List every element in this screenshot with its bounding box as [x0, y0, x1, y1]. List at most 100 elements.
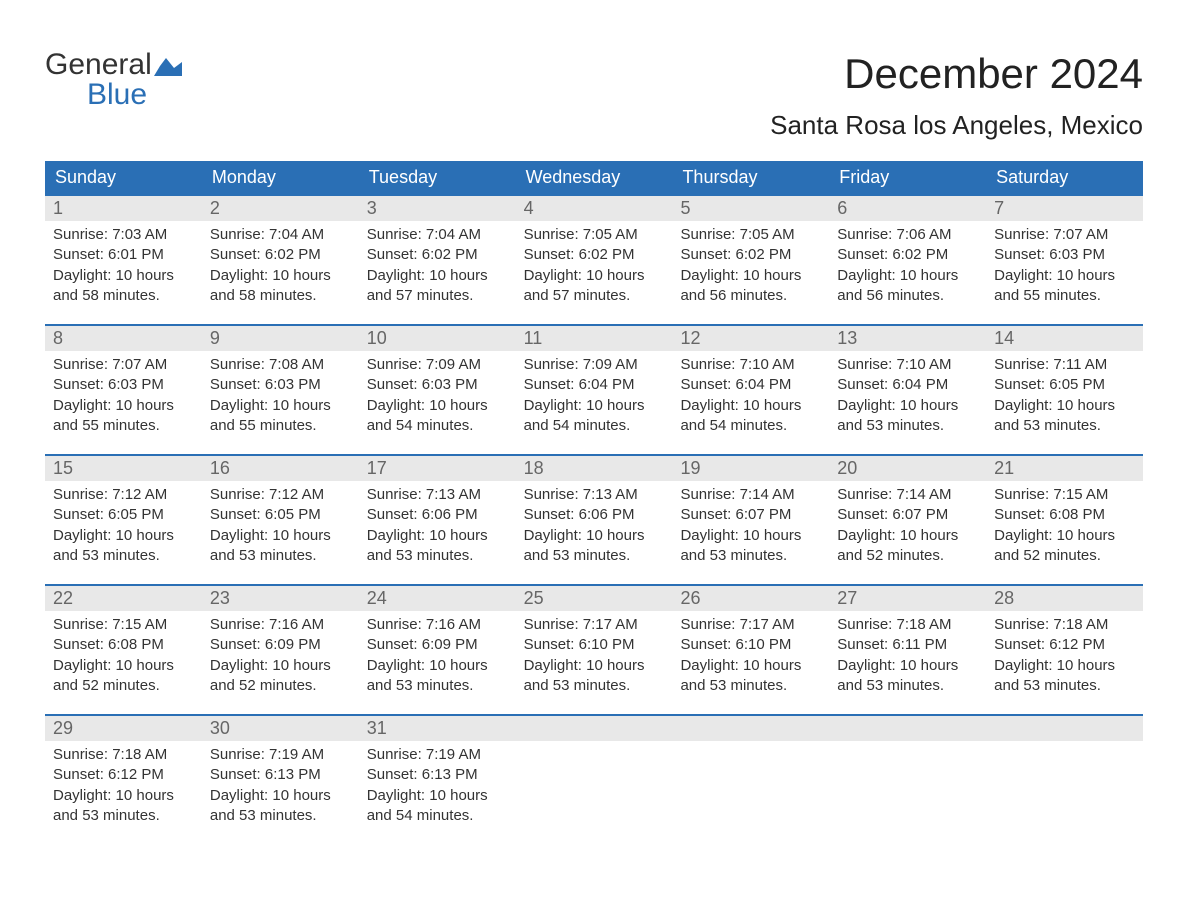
sunrise-text: Sunrise: 7:17 AM	[680, 615, 821, 635]
day-header: Friday	[829, 161, 986, 194]
sunrise-text: Sunrise: 7:10 AM	[680, 355, 821, 375]
day-number: 17	[359, 456, 516, 481]
sunrise-text: Sunrise: 7:08 AM	[210, 355, 351, 375]
daylight-line1: Daylight: 10 hours	[837, 526, 978, 546]
day-cell: 19Sunrise: 7:14 AMSunset: 6:07 PMDayligh…	[672, 456, 829, 584]
daylight-line2: and 53 minutes.	[210, 546, 351, 566]
day-cell: 22Sunrise: 7:15 AMSunset: 6:08 PMDayligh…	[45, 586, 202, 714]
daylight-line1: Daylight: 10 hours	[837, 266, 978, 286]
daylight-line1: Daylight: 10 hours	[524, 396, 665, 416]
day-number: 9	[202, 326, 359, 351]
day-content: Sunrise: 7:11 AMSunset: 6:05 PMDaylight:…	[986, 351, 1143, 446]
day-cell: 7Sunrise: 7:07 AMSunset: 6:03 PMDaylight…	[986, 196, 1143, 324]
day-cell: 13Sunrise: 7:10 AMSunset: 6:04 PMDayligh…	[829, 326, 986, 454]
day-number: 15	[45, 456, 202, 481]
calendar: SundayMondayTuesdayWednesdayThursdayFrid…	[45, 161, 1143, 844]
day-number	[829, 716, 986, 741]
daylight-line1: Daylight: 10 hours	[994, 526, 1135, 546]
daylight-line2: and 54 minutes.	[367, 806, 508, 826]
day-content: Sunrise: 7:18 AMSunset: 6:12 PMDaylight:…	[45, 741, 202, 836]
day-content: Sunrise: 7:16 AMSunset: 6:09 PMDaylight:…	[202, 611, 359, 706]
day-header: Sunday	[45, 161, 202, 194]
day-number: 14	[986, 326, 1143, 351]
day-cell: 18Sunrise: 7:13 AMSunset: 6:06 PMDayligh…	[516, 456, 673, 584]
week-row: 1Sunrise: 7:03 AMSunset: 6:01 PMDaylight…	[45, 194, 1143, 324]
header: General Blue December 2024 Santa Rosa lo…	[45, 50, 1143, 141]
daylight-line2: and 53 minutes.	[680, 676, 821, 696]
day-cell: 15Sunrise: 7:12 AMSunset: 6:05 PMDayligh…	[45, 456, 202, 584]
day-content: Sunrise: 7:10 AMSunset: 6:04 PMDaylight:…	[672, 351, 829, 446]
sunrise-text: Sunrise: 7:07 AM	[994, 225, 1135, 245]
sunset-text: Sunset: 6:02 PM	[210, 245, 351, 265]
day-cell: 9Sunrise: 7:08 AMSunset: 6:03 PMDaylight…	[202, 326, 359, 454]
week-row: 29Sunrise: 7:18 AMSunset: 6:12 PMDayligh…	[45, 714, 1143, 844]
sunrise-text: Sunrise: 7:04 AM	[210, 225, 351, 245]
daylight-line2: and 53 minutes.	[53, 546, 194, 566]
day-number: 5	[672, 196, 829, 221]
daylight-line2: and 54 minutes.	[367, 416, 508, 436]
day-cell: 14Sunrise: 7:11 AMSunset: 6:05 PMDayligh…	[986, 326, 1143, 454]
daylight-line2: and 56 minutes.	[837, 286, 978, 306]
day-content: Sunrise: 7:13 AMSunset: 6:06 PMDaylight:…	[516, 481, 673, 576]
sunset-text: Sunset: 6:03 PM	[994, 245, 1135, 265]
sunrise-text: Sunrise: 7:14 AM	[680, 485, 821, 505]
sunrise-text: Sunrise: 7:15 AM	[994, 485, 1135, 505]
sunset-text: Sunset: 6:04 PM	[524, 375, 665, 395]
day-number: 13	[829, 326, 986, 351]
flag-icon	[154, 54, 182, 76]
day-content: Sunrise: 7:05 AMSunset: 6:02 PMDaylight:…	[516, 221, 673, 316]
sunset-text: Sunset: 6:06 PM	[367, 505, 508, 525]
daylight-line1: Daylight: 10 hours	[524, 526, 665, 546]
day-content: Sunrise: 7:04 AMSunset: 6:02 PMDaylight:…	[202, 221, 359, 316]
day-content: Sunrise: 7:17 AMSunset: 6:10 PMDaylight:…	[672, 611, 829, 706]
sunset-text: Sunset: 6:13 PM	[210, 765, 351, 785]
day-cell: 24Sunrise: 7:16 AMSunset: 6:09 PMDayligh…	[359, 586, 516, 714]
day-cell	[672, 716, 829, 844]
sunrise-text: Sunrise: 7:03 AM	[53, 225, 194, 245]
sunset-text: Sunset: 6:06 PM	[524, 505, 665, 525]
sunset-text: Sunset: 6:11 PM	[837, 635, 978, 655]
daylight-line1: Daylight: 10 hours	[210, 526, 351, 546]
day-content: Sunrise: 7:07 AMSunset: 6:03 PMDaylight:…	[986, 221, 1143, 316]
day-number: 25	[516, 586, 673, 611]
week-row: 22Sunrise: 7:15 AMSunset: 6:08 PMDayligh…	[45, 584, 1143, 714]
daylight-line2: and 57 minutes.	[367, 286, 508, 306]
day-number: 8	[45, 326, 202, 351]
daylight-line2: and 53 minutes.	[837, 676, 978, 696]
day-header: Monday	[202, 161, 359, 194]
day-number: 22	[45, 586, 202, 611]
sunrise-text: Sunrise: 7:10 AM	[837, 355, 978, 375]
day-number: 12	[672, 326, 829, 351]
day-content: Sunrise: 7:14 AMSunset: 6:07 PMDaylight:…	[829, 481, 986, 576]
daylight-line2: and 52 minutes.	[53, 676, 194, 696]
day-header: Saturday	[986, 161, 1143, 194]
day-number: 2	[202, 196, 359, 221]
daylight-line1: Daylight: 10 hours	[837, 656, 978, 676]
day-number: 27	[829, 586, 986, 611]
daylight-line1: Daylight: 10 hours	[837, 396, 978, 416]
daylight-line1: Daylight: 10 hours	[367, 656, 508, 676]
day-cell: 10Sunrise: 7:09 AMSunset: 6:03 PMDayligh…	[359, 326, 516, 454]
sunset-text: Sunset: 6:03 PM	[367, 375, 508, 395]
day-number: 21	[986, 456, 1143, 481]
logo-text-blue: Blue	[45, 80, 182, 110]
daylight-line2: and 53 minutes.	[680, 546, 821, 566]
daylight-line1: Daylight: 10 hours	[680, 526, 821, 546]
day-number: 29	[45, 716, 202, 741]
day-cell: 26Sunrise: 7:17 AMSunset: 6:10 PMDayligh…	[672, 586, 829, 714]
sunset-text: Sunset: 6:05 PM	[53, 505, 194, 525]
sunrise-text: Sunrise: 7:09 AM	[524, 355, 665, 375]
day-content: Sunrise: 7:16 AMSunset: 6:09 PMDaylight:…	[359, 611, 516, 706]
day-number: 24	[359, 586, 516, 611]
day-cell	[516, 716, 673, 844]
day-cell: 23Sunrise: 7:16 AMSunset: 6:09 PMDayligh…	[202, 586, 359, 714]
sunrise-text: Sunrise: 7:13 AM	[524, 485, 665, 505]
sunset-text: Sunset: 6:13 PM	[367, 765, 508, 785]
sunset-text: Sunset: 6:02 PM	[680, 245, 821, 265]
day-cell: 5Sunrise: 7:05 AMSunset: 6:02 PMDaylight…	[672, 196, 829, 324]
day-content: Sunrise: 7:19 AMSunset: 6:13 PMDaylight:…	[202, 741, 359, 836]
day-cell: 3Sunrise: 7:04 AMSunset: 6:02 PMDaylight…	[359, 196, 516, 324]
sunset-text: Sunset: 6:12 PM	[994, 635, 1135, 655]
sunset-text: Sunset: 6:02 PM	[837, 245, 978, 265]
daylight-line2: and 52 minutes.	[837, 546, 978, 566]
